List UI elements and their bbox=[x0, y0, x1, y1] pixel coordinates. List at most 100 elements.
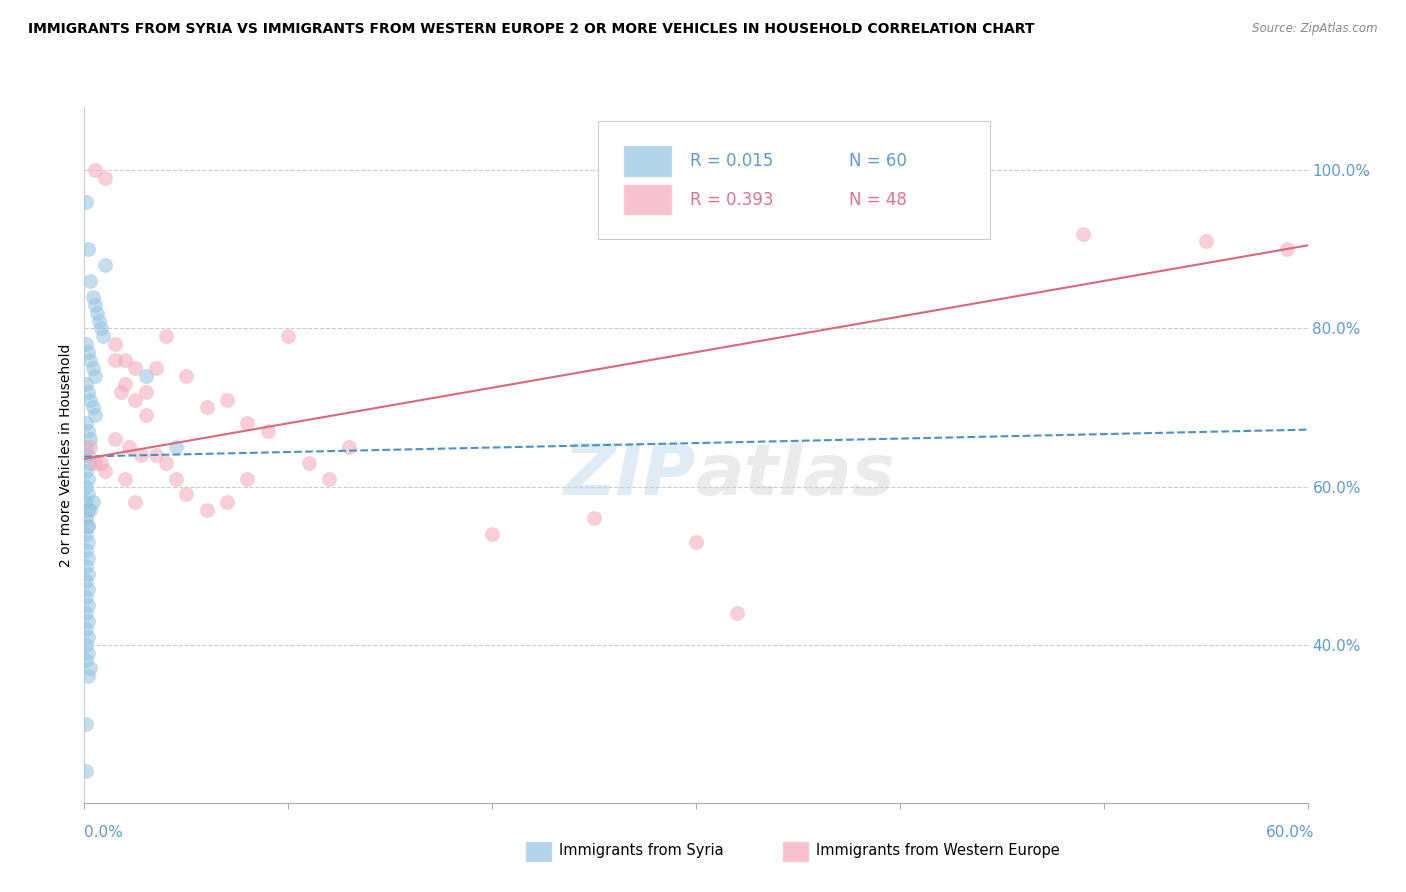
Point bbox=[77, 243, 100, 257]
Text: 0.0%: 0.0% bbox=[84, 825, 124, 840]
Point bbox=[75, 653, 97, 667]
Point bbox=[86, 305, 108, 319]
Point bbox=[104, 353, 127, 368]
Bar bbox=[623, 145, 672, 177]
Text: R = 0.393: R = 0.393 bbox=[690, 191, 773, 209]
Point bbox=[77, 614, 100, 628]
Point bbox=[298, 456, 321, 470]
Point bbox=[75, 542, 97, 557]
Point bbox=[93, 258, 117, 272]
FancyBboxPatch shape bbox=[598, 121, 990, 239]
Point bbox=[1277, 243, 1299, 257]
Point bbox=[77, 424, 100, 438]
Point bbox=[77, 448, 100, 462]
Point bbox=[77, 646, 100, 660]
Bar bbox=[524, 841, 551, 862]
Y-axis label: 2 or more Vehicles in Household: 2 or more Vehicles in Household bbox=[59, 343, 73, 566]
Point bbox=[75, 558, 97, 573]
Point bbox=[75, 622, 97, 636]
Point bbox=[165, 440, 187, 454]
Point bbox=[77, 472, 100, 486]
Point bbox=[75, 194, 97, 209]
Point bbox=[77, 487, 100, 501]
Text: N = 48: N = 48 bbox=[849, 191, 907, 209]
Point bbox=[195, 401, 218, 415]
Text: N = 60: N = 60 bbox=[849, 153, 907, 170]
Point bbox=[87, 313, 110, 327]
Point bbox=[114, 353, 136, 368]
Point bbox=[318, 472, 340, 486]
Point bbox=[257, 424, 280, 438]
Point bbox=[75, 417, 97, 431]
Point bbox=[77, 519, 100, 533]
Point bbox=[217, 392, 239, 407]
Point bbox=[82, 290, 104, 304]
Point bbox=[79, 456, 101, 470]
Text: atlas: atlas bbox=[696, 442, 896, 510]
Point bbox=[277, 329, 299, 343]
Point bbox=[135, 409, 157, 423]
Point bbox=[77, 519, 100, 533]
Point bbox=[77, 550, 100, 565]
Point bbox=[145, 448, 167, 462]
Text: 60.0%: 60.0% bbox=[1267, 825, 1315, 840]
Point bbox=[124, 361, 146, 376]
Point bbox=[124, 495, 146, 509]
Point bbox=[236, 472, 259, 486]
Point bbox=[79, 392, 101, 407]
Text: Source: ZipAtlas.com: Source: ZipAtlas.com bbox=[1253, 22, 1378, 36]
Point bbox=[75, 376, 97, 391]
Point bbox=[114, 472, 136, 486]
Point bbox=[82, 361, 104, 376]
Point bbox=[75, 495, 97, 509]
Point bbox=[176, 368, 198, 383]
Point bbox=[75, 716, 97, 731]
Point bbox=[75, 527, 97, 541]
Point bbox=[90, 456, 112, 470]
Point bbox=[583, 511, 606, 525]
Point bbox=[77, 630, 100, 644]
Point bbox=[929, 163, 952, 178]
Point bbox=[75, 574, 97, 589]
Point bbox=[83, 409, 105, 423]
Point bbox=[90, 321, 112, 335]
Point bbox=[75, 479, 97, 493]
Point bbox=[217, 495, 239, 509]
Point bbox=[75, 337, 97, 351]
Point bbox=[83, 163, 105, 178]
Point bbox=[75, 464, 97, 478]
Point bbox=[83, 456, 105, 470]
Point bbox=[787, 202, 810, 217]
Text: Immigrants from Western Europe: Immigrants from Western Europe bbox=[815, 843, 1060, 857]
Point bbox=[644, 194, 666, 209]
Point bbox=[131, 448, 153, 462]
Point bbox=[75, 511, 97, 525]
Point bbox=[1073, 227, 1095, 241]
Point bbox=[77, 384, 100, 399]
Point bbox=[82, 495, 104, 509]
Point bbox=[93, 171, 117, 186]
Point bbox=[135, 384, 157, 399]
Point bbox=[176, 487, 198, 501]
Point bbox=[79, 274, 101, 288]
Point bbox=[77, 582, 100, 597]
Point bbox=[75, 440, 97, 454]
Point bbox=[1195, 235, 1218, 249]
Point bbox=[93, 464, 117, 478]
Point bbox=[110, 384, 132, 399]
Point bbox=[79, 432, 101, 446]
Point bbox=[104, 337, 127, 351]
Point bbox=[77, 345, 100, 359]
Point bbox=[165, 472, 187, 486]
Point bbox=[104, 432, 127, 446]
Text: IMMIGRANTS FROM SYRIA VS IMMIGRANTS FROM WESTERN EUROPE 2 OR MORE VEHICLES IN HO: IMMIGRANTS FROM SYRIA VS IMMIGRANTS FROM… bbox=[28, 22, 1035, 37]
Point bbox=[77, 598, 100, 612]
Point bbox=[82, 401, 104, 415]
Point bbox=[79, 440, 101, 454]
Point bbox=[77, 535, 100, 549]
Point bbox=[83, 298, 105, 312]
Point bbox=[75, 606, 97, 620]
Point bbox=[79, 503, 101, 517]
Point bbox=[135, 368, 157, 383]
Point bbox=[155, 456, 177, 470]
